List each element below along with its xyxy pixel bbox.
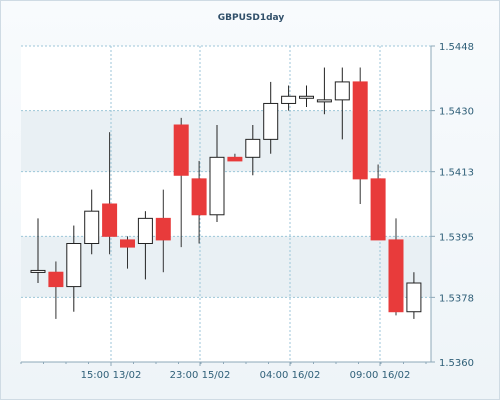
- chart-title: GBPUSD1day: [217, 13, 285, 23]
- candle-body: [191, 178, 207, 216]
- plot-area: [21, 46, 431, 362]
- candle-body: [227, 156, 243, 162]
- candle-body: [316, 99, 332, 103]
- y-tick-label: 1.5448: [439, 42, 474, 53]
- x-tick-label: 04:00 16/02: [260, 370, 321, 381]
- candle-body: [388, 239, 404, 313]
- candle-body: [281, 95, 297, 104]
- candle-body: [155, 217, 171, 241]
- candle-body: [245, 138, 261, 158]
- candle-body: [334, 81, 350, 101]
- grid-band: [21, 236, 431, 298]
- x-tick-label: 09:00 16/02: [350, 370, 411, 381]
- candle-body: [120, 239, 135, 248]
- x-tick-label: 23:00 15/02: [170, 370, 231, 381]
- candle-body: [30, 269, 46, 273]
- candle-body: [209, 156, 225, 216]
- candle-body: [406, 282, 422, 313]
- candle-body: [299, 95, 314, 99]
- candle-body: [102, 203, 118, 237]
- x-tick-label: 15:00 13/02: [81, 370, 142, 381]
- y-tick-label: 1.5360: [439, 358, 474, 369]
- candle-body: [137, 217, 153, 244]
- y-tick-label: 1.5430: [439, 107, 474, 118]
- candle-body: [370, 178, 386, 241]
- y-tick-label: 1.5413: [439, 168, 474, 179]
- y-tick-label: 1.5378: [439, 293, 474, 304]
- y-tick-label: 1.5395: [439, 232, 474, 243]
- grid-band: [21, 110, 431, 172]
- candle-body: [173, 124, 189, 176]
- candle-body: [352, 81, 368, 180]
- candle-body: [263, 102, 279, 140]
- candle-body: [48, 271, 64, 288]
- candle-body: [84, 210, 100, 245]
- candle-body: [66, 243, 82, 288]
